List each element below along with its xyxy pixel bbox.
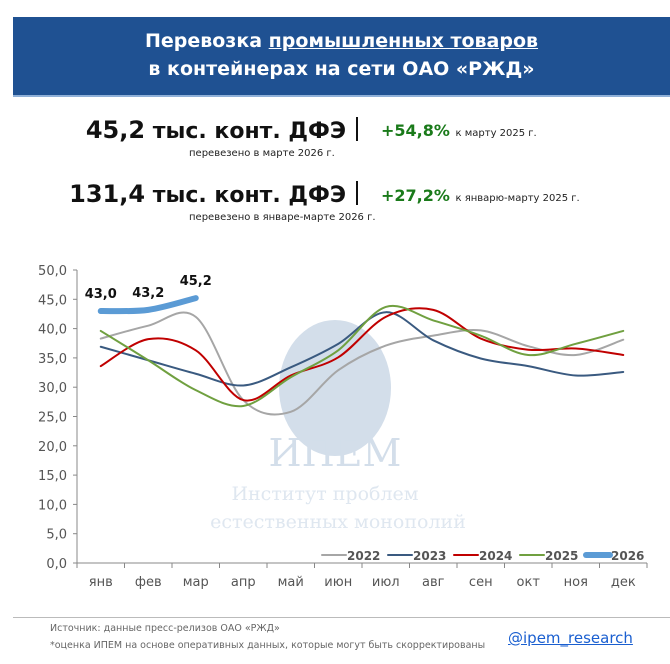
kpi-change: +54,8% к марту 2025 г. xyxy=(381,121,537,140)
y-tick-label: 10,0 xyxy=(38,498,67,513)
watermark-line2: естественных монополий xyxy=(210,511,466,533)
watermark-logo-icon xyxy=(279,320,391,456)
kpi-sub: перевезено в январе-марте 2026 г. xyxy=(189,212,376,223)
x-tick-label: сен xyxy=(469,575,493,590)
divider xyxy=(356,181,358,205)
title-prefix: Перевозка xyxy=(144,30,269,52)
legend-label-2023: 2023 xyxy=(413,549,446,563)
title-underlined: промышленных товаров xyxy=(268,30,539,52)
kpi-unit: тыс. конт. ДФЭ xyxy=(152,183,346,208)
x-tick-label: июн xyxy=(324,575,352,590)
x-tick-label: ноя xyxy=(564,575,588,590)
x-tick-label: июл xyxy=(372,575,400,590)
y-tick-label: 35,0 xyxy=(38,352,67,367)
legend-label-2026: 2026 xyxy=(611,549,644,563)
data-label: 43,2 xyxy=(132,286,164,301)
data-label: 45,2 xyxy=(180,274,212,289)
source-note: Источник: данные пресс-релизов ОАО «РЖД» xyxy=(50,623,280,634)
kpi-1-value-block: 45,2 тыс. конт. ДФЭ xyxy=(86,116,346,144)
y-tick-label: 25,0 xyxy=(38,411,67,426)
y-tick-label: 40,0 xyxy=(38,323,67,338)
y-tick-label: 30,0 xyxy=(38,381,67,396)
y-tick-label: 0,0 xyxy=(46,557,67,572)
x-tick-label: мар xyxy=(183,575,209,590)
kpi-sub: перевезено в марте 2026 г. xyxy=(189,148,335,159)
x-tick-label: апр xyxy=(231,575,256,590)
y-tick-label: 20,0 xyxy=(38,440,67,455)
x-tick-label: янв xyxy=(89,575,113,590)
x-tick-label: дек xyxy=(611,575,636,590)
kpi-change-note: к марту 2025 г. xyxy=(455,128,537,139)
data-label: 43,0 xyxy=(85,287,117,302)
y-tick-label: 50,0 xyxy=(38,264,67,279)
title-banner: Перевозка промышленных товаров в контейн… xyxy=(13,17,670,97)
legend-label-2024: 2024 xyxy=(479,549,512,563)
series-line-2026 xyxy=(97,295,199,315)
watermark-title: ИПЕМ xyxy=(269,431,402,475)
kpi-value: 45,2 xyxy=(85,116,146,144)
kpi-change-note: к январю-марту 2025 г. xyxy=(455,193,580,204)
series-line-2024 xyxy=(99,307,625,402)
legend-label-2025: 2025 xyxy=(545,549,578,563)
kpi-unit: тыс. конт. ДФЭ xyxy=(152,119,346,144)
x-tick-label: фев xyxy=(135,575,162,590)
x-tick-label: авг xyxy=(422,575,445,590)
y-tick-label: 5,0 xyxy=(46,528,67,543)
x-tick-label: май xyxy=(278,575,304,590)
title-line2: в контейнерах на сети ОАО «РЖД» xyxy=(148,58,535,80)
estimate-note: *оценка ИПЕМ на основе оперативных данны… xyxy=(50,640,486,651)
series-line-2022 xyxy=(99,311,625,416)
kpi-value: 131,4 xyxy=(69,180,146,208)
ipem-research-link[interactable]: @ipem_research xyxy=(508,629,633,647)
footer-divider xyxy=(13,617,670,618)
kpi-2-value-block: 131,4 тыс. конт. ДФЭ xyxy=(69,180,346,208)
series-line-2025 xyxy=(99,304,625,408)
legend-label-2022: 2022 xyxy=(347,549,380,563)
watermark-line1: Институт проблем xyxy=(231,483,418,505)
x-tick-label: окт xyxy=(517,575,541,590)
kpi-change: +27,2% к январю-марту 2025 г. xyxy=(381,186,580,205)
y-tick-label: 15,0 xyxy=(38,469,67,484)
divider xyxy=(356,117,358,141)
y-tick-label: 45,0 xyxy=(38,293,67,308)
